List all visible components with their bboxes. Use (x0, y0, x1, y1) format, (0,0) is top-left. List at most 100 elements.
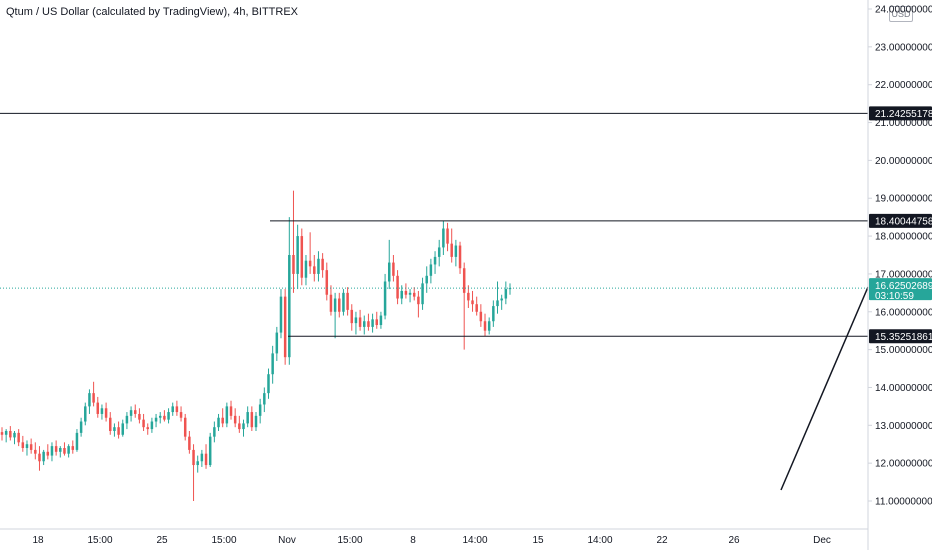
level-price-label: 18.40044758 (875, 216, 932, 227)
trend-line-layer (780, 286, 869, 491)
candle-body (458, 245, 462, 269)
level-price-label: 15.35251861 (875, 332, 932, 343)
time-axis[interactable]: 18 15:00 25 15:00 Nov 15:00 8 14:00 15 14:00 22 26 D… (0, 528, 868, 546)
candle-body (221, 417, 224, 424)
candle-body (129, 410, 133, 416)
y-tick-label: 21.00000000 (875, 118, 932, 129)
x-tick-label: 18 (32, 535, 44, 546)
candle-body (100, 408, 104, 414)
candle-body (4, 430, 8, 435)
candle-body (42, 451, 45, 462)
candle-body (496, 300, 499, 307)
level-price-label-bg (869, 329, 932, 344)
y-tick-label: 20.00000000 (875, 156, 932, 167)
candle-body (296, 236, 299, 274)
candle-body (342, 292, 345, 312)
candle-body (254, 415, 258, 428)
candle-body (71, 446, 75, 450)
candle-body (292, 255, 295, 274)
candle-body (275, 332, 279, 354)
candle-body (208, 436, 212, 466)
candle-body (125, 415, 129, 424)
x-tick-label: Nov (278, 535, 296, 546)
y-tick-label: 22.00000000 (875, 80, 932, 91)
candle-body (483, 321, 487, 331)
candle-body (113, 427, 116, 431)
chart-title: Qtum / US Dollar (calculated by TradingV… (6, 6, 299, 18)
candle-body (29, 444, 33, 450)
candle-body (471, 300, 474, 305)
countdown-label: 03:10:59 (875, 291, 914, 302)
candle-body (117, 427, 120, 435)
candle-body (450, 243, 453, 257)
candle-body (267, 374, 270, 394)
level-price-label-bg (869, 213, 932, 228)
candle-body (133, 410, 137, 414)
candle-body (196, 461, 199, 466)
candle-body (183, 417, 187, 437)
candle-body (338, 298, 341, 312)
candle-body (79, 421, 83, 433)
candle-body (13, 432, 16, 438)
candle-body (429, 264, 433, 276)
candle-body (308, 260, 312, 267)
candle-body (21, 442, 25, 449)
x-tick-label: 25 (156, 535, 168, 546)
candle-body (150, 421, 154, 430)
candle-body (50, 446, 54, 456)
candle-body (271, 353, 274, 375)
candle-body (379, 315, 383, 326)
candle-body (242, 423, 245, 430)
currency-badge[interactable]: USD (889, 6, 913, 22)
candle-body (121, 423, 125, 435)
candle-body (9, 430, 12, 438)
candle-body (346, 292, 349, 310)
current-price-label-bg (869, 278, 932, 301)
candle-body (479, 311, 483, 322)
candle-body (84, 406, 87, 422)
candle-body (88, 393, 91, 407)
trend-line (780, 286, 869, 491)
x-tick-label: 14:00 (587, 535, 612, 546)
candle-body (138, 413, 141, 420)
candle-body (188, 436, 191, 450)
x-tick-label: 26 (728, 535, 740, 546)
candle-body (54, 446, 58, 452)
candle-body (233, 415, 237, 424)
candle-body (363, 321, 366, 327)
candles-layer (0, 190, 512, 501)
y-tick-label: 19.00000000 (875, 194, 932, 205)
candle-body (317, 258, 320, 274)
candle-body (179, 412, 183, 418)
candle-body (387, 262, 391, 282)
candle-body (467, 292, 470, 301)
candle-body (442, 228, 445, 248)
x-tick-label: 15 (532, 535, 544, 546)
candle-body (454, 245, 458, 257)
candle-body (75, 432, 79, 450)
candle-body (225, 406, 229, 424)
price-axis[interactable]: 11.00000000 12.00000000 13.00000000 14.0000… (867, 0, 932, 550)
y-tick-label: 15.00000000 (875, 345, 932, 356)
candle-body (400, 290, 403, 299)
level-price-label: 21.24255178 (875, 109, 932, 120)
candle-body (17, 432, 20, 443)
candle-body (200, 453, 204, 462)
candle-body (350, 309, 354, 324)
y-tick-label: 13.00000000 (875, 421, 932, 432)
candle-body (433, 256, 437, 265)
candle-body (487, 321, 491, 331)
candle-body (96, 402, 100, 414)
candle-body (146, 427, 149, 430)
candle-body (421, 283, 424, 305)
x-tick-label: 8 (410, 535, 416, 546)
candle-body (204, 453, 208, 466)
x-tick-label: 22 (656, 535, 668, 546)
candle-body (396, 275, 399, 299)
candle-body (475, 304, 478, 312)
y-tick-label: 23.00000000 (875, 42, 932, 53)
candle-body (175, 406, 179, 413)
candle-body (392, 262, 395, 276)
x-tick-label: 15:00 (211, 535, 236, 546)
